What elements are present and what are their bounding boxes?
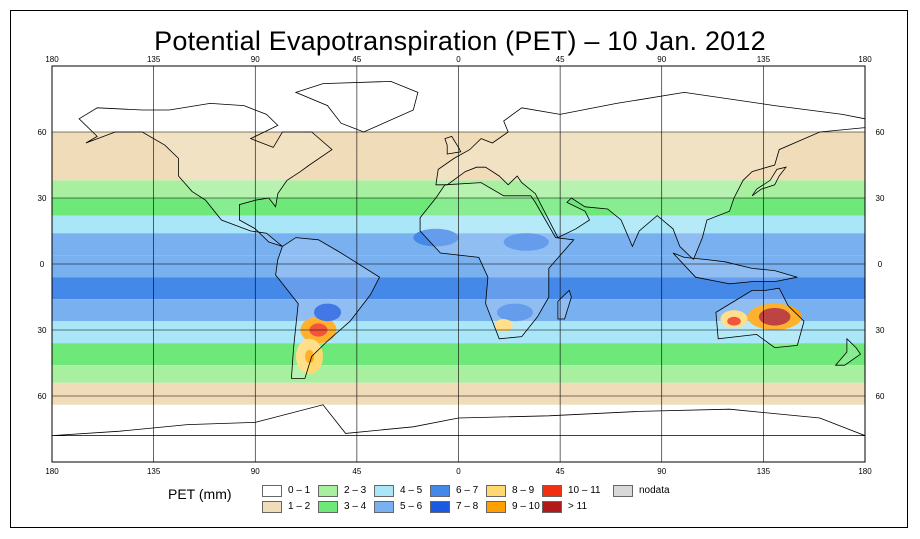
legend-label: nodata (639, 485, 670, 496)
legend-label: 6 – 7 (456, 485, 479, 496)
pet-hotspot (496, 303, 534, 322)
lat-tick-left: 30 (38, 194, 47, 203)
lon-tick-top: 135 (147, 55, 161, 64)
legend-swatch (262, 501, 282, 513)
map-border (51, 65, 866, 463)
legend-swatch (430, 501, 450, 513)
legend-label: 7 – 8 (456, 501, 479, 512)
legend-label: 8 – 9 (512, 485, 535, 496)
pet-hotspot (503, 233, 549, 251)
lon-tick-bottom: 0 (456, 467, 461, 476)
landmass-new-zealand (834, 337, 862, 366)
graticule (52, 66, 865, 462)
legend-swatch (542, 501, 562, 513)
lat-tick-left: 60 (38, 128, 47, 137)
lon-tick-top: 45 (556, 55, 565, 64)
pet-hotspot (313, 303, 342, 322)
landmass-australia (715, 287, 805, 349)
legend-label: 2 – 3 (344, 485, 367, 496)
lat-tick-right: 60 (876, 128, 885, 137)
pet-hotspot (727, 316, 741, 326)
lon-tick-bottom: 45 (556, 467, 565, 476)
legend-swatch (613, 485, 633, 497)
legend-label: 1 – 2 (288, 501, 311, 512)
lon-tick-bottom: 90 (657, 467, 666, 476)
legend-swatch (318, 501, 338, 513)
legend-swatch (542, 485, 562, 497)
landmass-uk (444, 135, 462, 155)
lat-tick-right: 0 (878, 260, 883, 269)
lon-tick-top: 135 (757, 55, 771, 64)
lon-tick-bottom: 135 (147, 467, 161, 476)
legend-label: 0 – 1 (288, 485, 311, 496)
lon-tick-top: 90 (251, 55, 260, 64)
pet-hotspot (494, 319, 513, 333)
lat-tick-left: 30 (38, 326, 47, 335)
lat-tick-right: 30 (876, 326, 885, 335)
legend-label: 4 – 5 (400, 485, 423, 496)
lon-tick-bottom: 180 (45, 467, 59, 476)
lat-tick-right: 30 (876, 194, 885, 203)
legend-swatch (430, 485, 450, 497)
lat-tick-left: 60 (38, 392, 47, 401)
lon-tick-top: 0 (456, 55, 461, 64)
lon-tick-bottom: 135 (757, 467, 771, 476)
legend-label: 9 – 10 (512, 501, 540, 512)
legend-label: 5 – 6 (400, 501, 423, 512)
lat-tick-right: 60 (876, 392, 885, 401)
legend-label: 10 – 11 (568, 485, 601, 496)
legend-swatch (374, 501, 394, 513)
landmass-madagascar (557, 289, 572, 320)
legend-swatch (486, 501, 506, 513)
legend-label: 3 – 4 (344, 501, 367, 512)
lon-tick-bottom: 180 (858, 467, 872, 476)
legend-swatch (374, 485, 394, 497)
landmass-south-america (275, 237, 381, 379)
legend-title: PET (mm) (168, 486, 232, 502)
lon-tick-top: 90 (657, 55, 666, 64)
landmass-eurasia (435, 91, 865, 261)
axis-ticks: 180 180 135 135 90 90 45 45 0 0 45 45 90 90 135 135 180 1… (38, 55, 885, 476)
lon-tick-bottom: 45 (352, 467, 361, 476)
pet-hotspot (758, 308, 791, 326)
legend-swatch (318, 485, 338, 497)
lon-tick-bottom: 90 (251, 467, 260, 476)
lat-tick-left: 0 (40, 260, 45, 269)
landmass-north-america (78, 102, 333, 247)
pet-hotspot (304, 349, 314, 363)
map-title: Potential Evapotranspiration (PET) – 10 … (154, 26, 766, 56)
landmass-japan (751, 166, 788, 197)
lon-tick-top: 180 (858, 55, 872, 64)
landmass-indonesia (672, 252, 798, 285)
pet-hotspot (413, 228, 459, 247)
lon-tick-top: 45 (352, 55, 361, 64)
legend-swatch (262, 485, 282, 497)
legend-swatch (486, 485, 506, 497)
lon-tick-top: 180 (45, 55, 59, 64)
legend-label: > 11 (568, 501, 587, 512)
pet-hotspots (295, 228, 802, 374)
